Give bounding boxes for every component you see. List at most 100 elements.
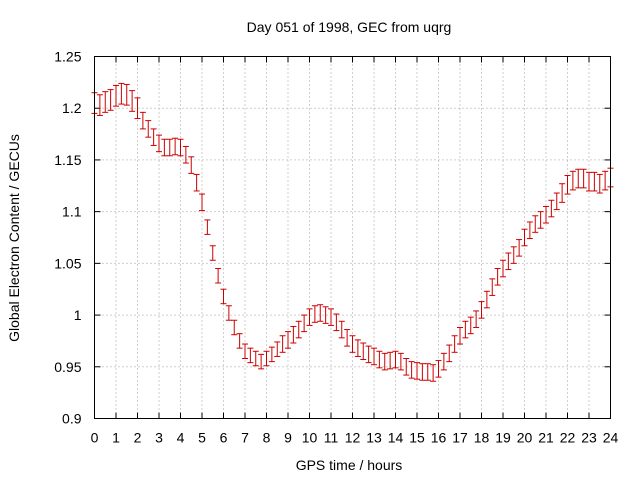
x-tick-label: 6 — [220, 430, 228, 446]
data-point — [134, 97, 141, 120]
data-point — [96, 94, 103, 116]
data-point — [279, 335, 286, 353]
data-point — [516, 239, 523, 257]
data-point — [199, 193, 205, 212]
data-point — [435, 360, 442, 378]
data-point — [209, 245, 216, 261]
data-point — [333, 313, 340, 332]
data-point — [118, 82, 125, 105]
x-tick-label: 24 — [603, 430, 619, 446]
x-tick-label: 13 — [366, 430, 382, 446]
data-point — [258, 353, 265, 370]
data-point — [505, 252, 512, 271]
data-point — [451, 335, 458, 353]
data-point — [580, 168, 587, 189]
data-point — [204, 219, 211, 235]
data-point — [408, 361, 415, 379]
data-point — [424, 363, 431, 381]
y-tick-label: 1.15 — [54, 152, 81, 168]
data-point — [349, 335, 356, 353]
y-tick-label: 1 — [74, 307, 82, 323]
data-point — [182, 145, 189, 164]
data-point — [301, 314, 308, 333]
data-point — [381, 352, 388, 371]
data-point — [139, 111, 146, 130]
data-point — [510, 246, 517, 264]
data-point — [467, 316, 474, 335]
plot-frame — [94, 56, 611, 419]
x-tick-label: 11 — [324, 430, 339, 446]
x-tick-label: 2 — [134, 430, 142, 446]
x-tick-label: 17 — [452, 430, 468, 446]
data-point — [430, 364, 437, 382]
data-point — [569, 170, 576, 191]
data-point — [145, 120, 152, 138]
data-point — [242, 343, 248, 360]
data-point — [129, 90, 136, 112]
data-point — [596, 173, 603, 194]
data-point — [231, 319, 238, 336]
data-point — [521, 228, 528, 247]
data-point — [462, 320, 469, 339]
x-tick-label: 23 — [581, 430, 597, 446]
data-point — [360, 342, 367, 361]
data-point — [247, 347, 254, 364]
x-tick-label: 22 — [560, 430, 576, 446]
y-axis-label: Global Electron Content / GECUs — [6, 134, 22, 342]
data-point — [446, 344, 453, 363]
data-point — [548, 199, 555, 218]
data-point — [177, 138, 184, 157]
data-point — [532, 215, 539, 233]
data-point — [564, 174, 571, 195]
x-tick-label: 18 — [474, 430, 490, 446]
data-point — [268, 346, 275, 363]
data-point — [376, 350, 383, 369]
x-tick-label: 3 — [155, 430, 163, 446]
data-point — [311, 305, 318, 323]
data-point — [586, 171, 592, 192]
x-tick-label: 8 — [263, 430, 271, 446]
data-point — [225, 305, 232, 321]
x-tick-label: 21 — [538, 430, 554, 446]
data-point — [489, 278, 496, 296]
x-tick-label: 16 — [431, 430, 447, 446]
x-tick-label: 7 — [241, 430, 249, 446]
data-point — [494, 268, 501, 286]
data-point — [102, 91, 109, 113]
data-point — [123, 83, 130, 106]
data-point — [317, 304, 324, 322]
y-tick-label: 1.1 — [62, 204, 82, 220]
data-point — [290, 325, 297, 344]
data-point — [354, 339, 361, 357]
data-point — [478, 301, 485, 319]
data-point — [166, 138, 173, 157]
data-point — [387, 351, 394, 370]
data-point — [553, 192, 560, 211]
data-point — [252, 350, 259, 367]
data-point — [500, 259, 506, 278]
data-point — [236, 333, 243, 349]
x-tick-label: 19 — [495, 430, 511, 446]
data-point — [263, 350, 270, 367]
data-point — [602, 170, 609, 191]
data-point — [188, 156, 195, 174]
y-tick-label: 1.2 — [62, 100, 82, 116]
data-point — [193, 173, 200, 192]
data-point — [419, 363, 426, 381]
x-tick-label: 5 — [198, 430, 206, 446]
data-point — [338, 320, 345, 339]
y-tick-label: 1.25 — [54, 49, 81, 65]
data-point — [156, 134, 162, 153]
data-point — [473, 310, 480, 328]
x-tick-label: 20 — [517, 430, 533, 446]
data-point — [107, 89, 114, 111]
data-point — [392, 350, 399, 369]
data-point — [537, 211, 544, 229]
data-point — [295, 320, 302, 339]
data-point — [365, 345, 372, 364]
data-point — [150, 128, 157, 146]
data-point — [543, 205, 549, 224]
x-axis-label: GPS time / hours — [296, 457, 403, 473]
data-point — [397, 352, 404, 371]
